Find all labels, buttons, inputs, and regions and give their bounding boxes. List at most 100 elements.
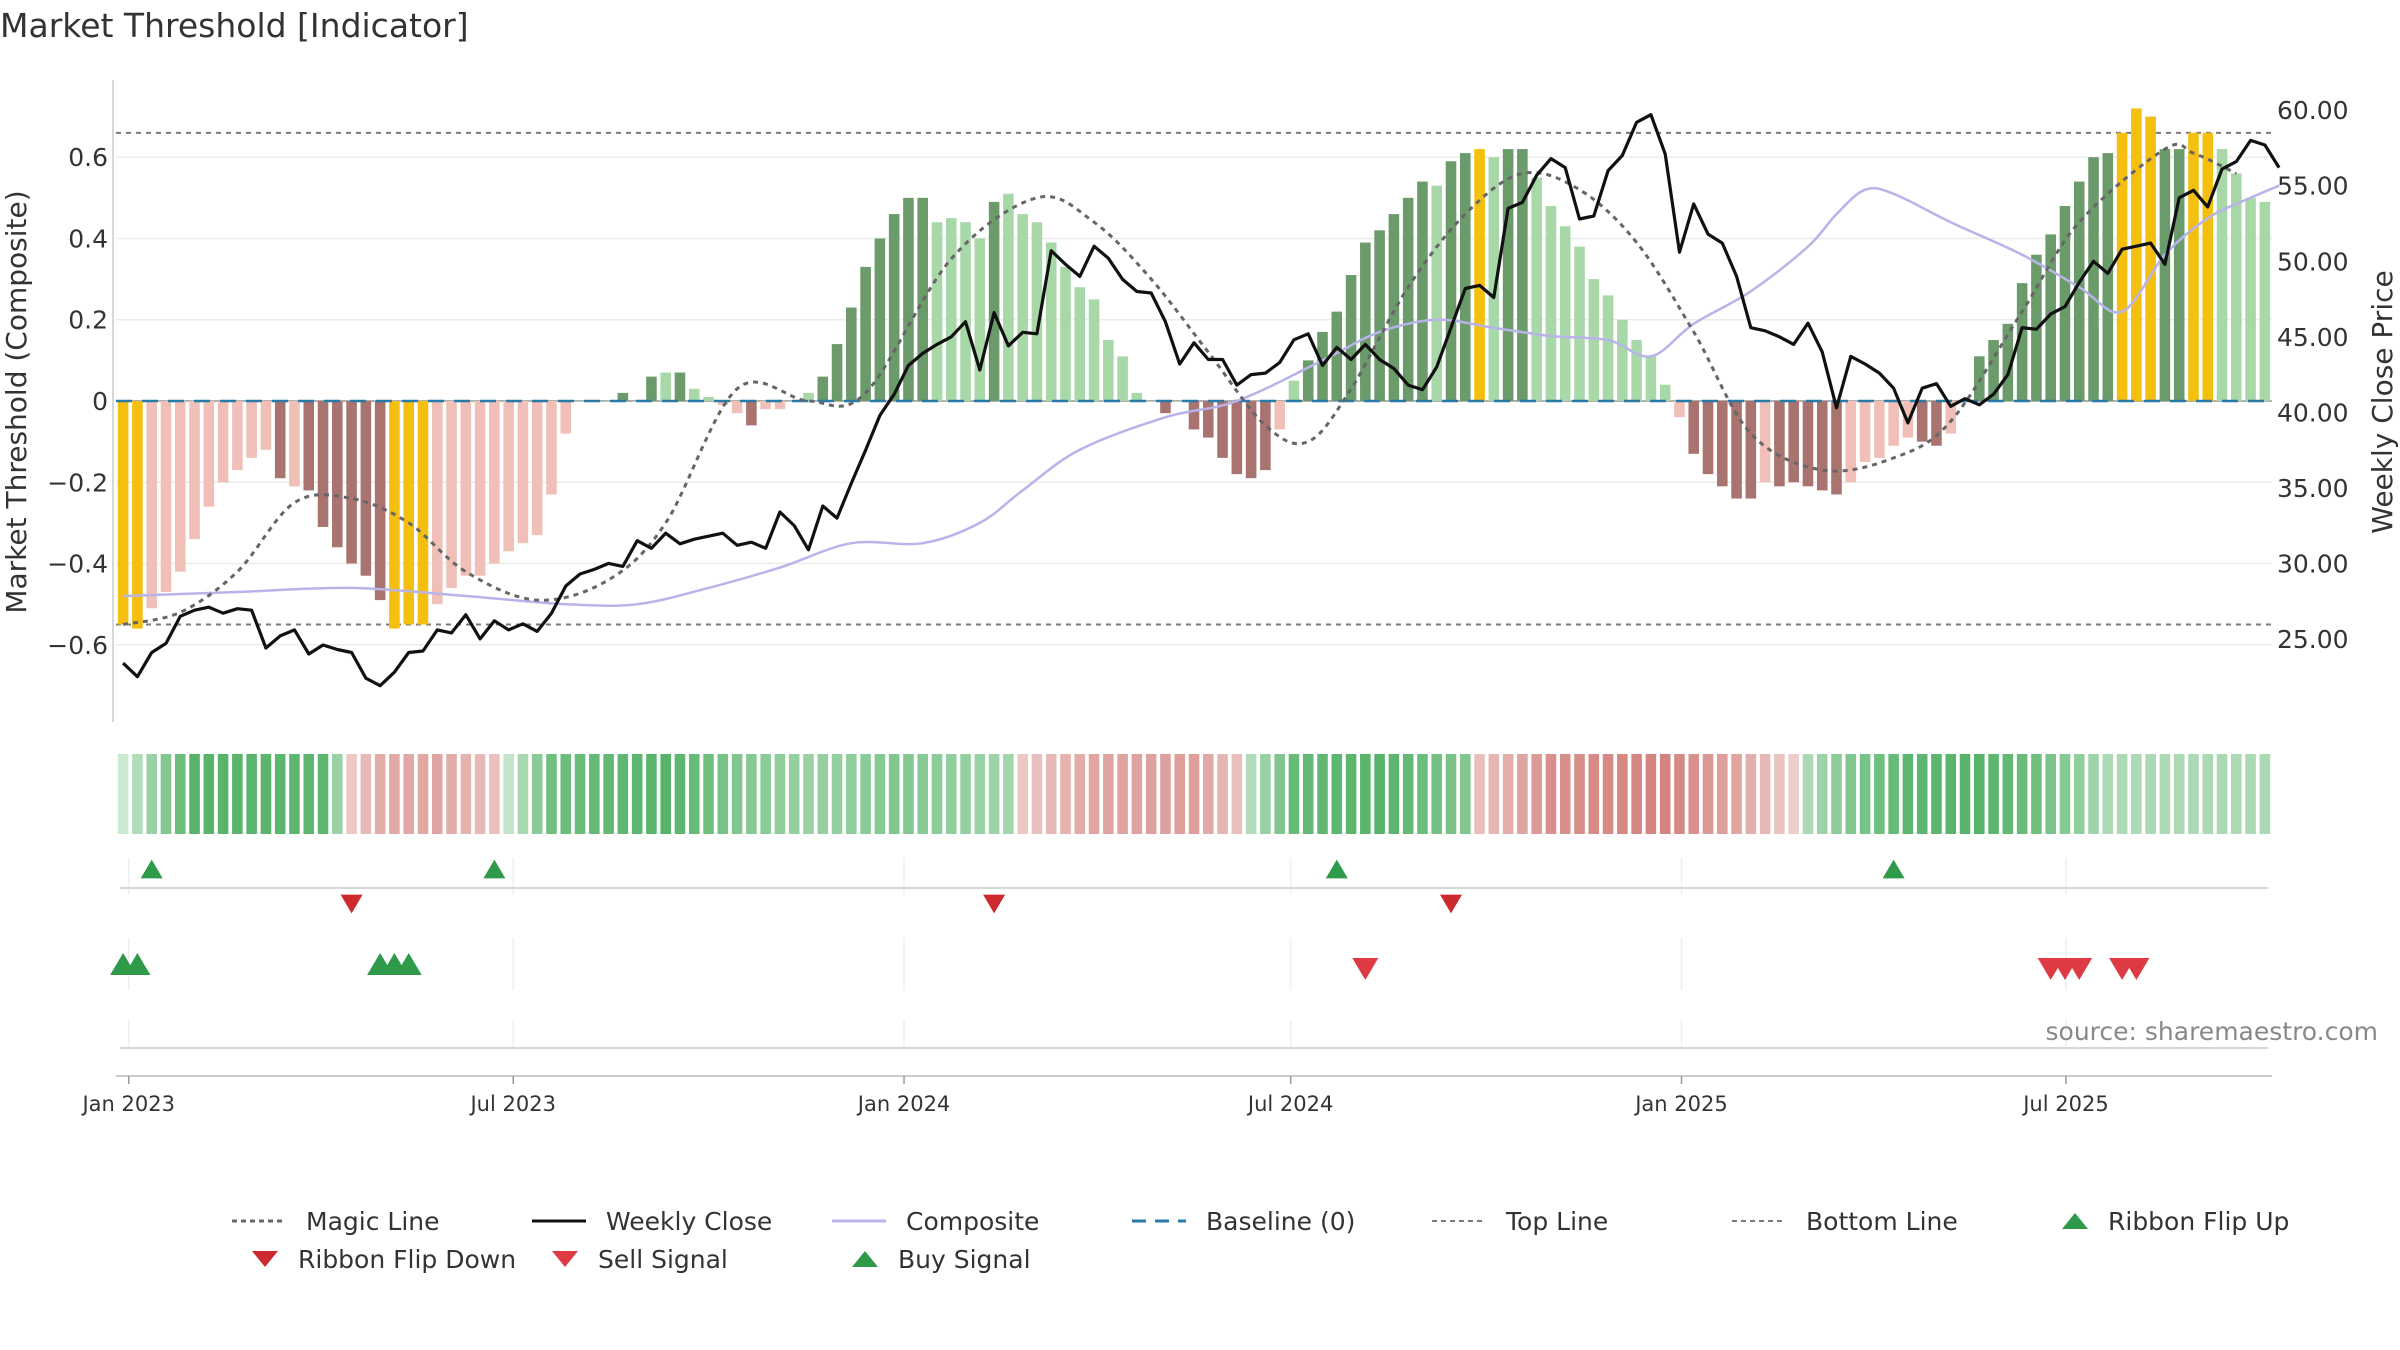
legend-label: Composite <box>906 1206 1040 1236</box>
bar <box>546 401 557 495</box>
bar <box>1274 401 1285 430</box>
ribbon-cell <box>446 754 457 834</box>
y2-tick-label: 40.00 <box>2277 398 2349 427</box>
ribbon-cell <box>817 754 829 834</box>
ribbon-cell <box>2088 754 2099 834</box>
ribbon-cell <box>2059 754 2071 834</box>
bar <box>160 401 172 592</box>
bar <box>1631 340 1642 401</box>
ribbon-cell <box>1517 754 1528 834</box>
bar <box>1231 401 1243 475</box>
y-tick-label: 0 <box>92 387 108 416</box>
bar <box>2159 149 2171 401</box>
dotted-line-light-icon <box>1432 1220 1486 1222</box>
ribbon-cell <box>289 754 300 834</box>
bar <box>960 222 971 401</box>
ribbon-cell <box>2245 754 2256 834</box>
ribbon-cell <box>917 754 928 834</box>
bar <box>1045 242 1057 401</box>
bar <box>446 401 457 588</box>
bar <box>2259 201 2271 401</box>
ribbon-cell <box>1745 754 1757 834</box>
bar <box>174 401 186 572</box>
ribbon-cell <box>1302 754 1314 834</box>
bar <box>731 401 743 414</box>
chart-title: Market Threshold [Indicator] <box>0 6 469 45</box>
ribbon-cell <box>1160 754 1171 834</box>
bar <box>1445 161 1457 401</box>
ribbon-cell <box>2102 754 2114 834</box>
triangle-down-icon <box>252 1251 278 1267</box>
bar <box>774 401 786 410</box>
ribbon-flip-up-marker <box>483 859 506 879</box>
ribbon-cell <box>746 754 757 834</box>
ribbon-cell <box>1845 754 1857 834</box>
ribbon-cell <box>1331 754 1343 834</box>
ribbon-cell <box>174 754 186 834</box>
y2-axis-label: Weekly Close Price <box>2366 270 2399 533</box>
legend-label: Bottom Line <box>1806 1206 1958 1236</box>
ribbon-cell <box>1559 754 1571 834</box>
bar <box>2059 205 2071 401</box>
bar <box>1374 230 1385 401</box>
ribbon-cell <box>274 754 286 834</box>
left-axis: 0.6 0.4 0.2 0 −0.2 −0.4 −0.6 <box>47 80 114 722</box>
ribbon-cell <box>1260 754 1271 834</box>
ribbon-cell <box>1945 754 1957 834</box>
ribbon-cell <box>1974 754 1985 834</box>
ribbon-cell <box>160 754 172 834</box>
legend-label: Top Line <box>1506 1206 1609 1236</box>
ribbon-cell <box>1859 754 1871 834</box>
bar <box>1731 401 1742 499</box>
bar <box>560 401 572 434</box>
ribbon-cell <box>1217 754 1228 834</box>
bar <box>2131 108 2142 401</box>
legend-label: Weekly Close <box>606 1206 773 1236</box>
ribbon-cell <box>1788 754 1799 834</box>
bar <box>1545 205 1557 401</box>
ribbon-cell <box>2231 754 2242 834</box>
triangle-down-icon <box>552 1251 578 1267</box>
ribbon-cell <box>1203 754 1214 834</box>
ribbon-cell <box>1345 754 1357 834</box>
bar <box>1702 401 1714 475</box>
y2-tick-label: 30.00 <box>2277 549 2349 578</box>
ribbon-cell <box>303 754 315 834</box>
ribbon-cell <box>1602 754 1614 834</box>
ribbon-cell <box>2173 754 2185 834</box>
bar <box>1260 401 1271 471</box>
bar <box>403 401 414 625</box>
bar <box>203 401 215 507</box>
bar <box>1802 401 1814 487</box>
legend: Magic Line Weekly Close Composite Baseline … <box>230 1202 2330 1292</box>
bar <box>703 396 714 401</box>
ribbon-cell <box>1645 754 1657 834</box>
flip-panel <box>120 859 2268 914</box>
ribbon-cell <box>703 754 714 834</box>
ribbon-cell <box>1574 754 1585 834</box>
ribbon-cell <box>1074 754 1086 834</box>
ribbon-cell <box>831 754 843 834</box>
ribbon-cell <box>517 754 529 834</box>
ribbon-cell <box>2216 754 2228 834</box>
bar <box>1531 177 1542 401</box>
y2-tick-label: 25.00 <box>2277 625 2349 654</box>
ribbon-cell <box>1774 754 1785 834</box>
bar <box>2002 323 2014 401</box>
bar <box>1888 401 1899 446</box>
bar <box>232 401 243 471</box>
bar <box>1717 401 1728 487</box>
y-axis-label: Market Threshold (Composite) <box>0 190 33 613</box>
bar <box>1559 226 1571 401</box>
bar <box>1074 287 1086 401</box>
bar <box>1060 266 1071 401</box>
bar <box>1588 279 1600 401</box>
ribbon-cell <box>1145 754 1157 834</box>
ribbon-flip-down-marker <box>1440 894 1462 914</box>
ribbon-cell <box>1460 754 1471 834</box>
bar <box>1816 401 1828 491</box>
ribbon-cell <box>1060 754 1071 834</box>
bar <box>417 401 429 625</box>
bar <box>531 401 543 536</box>
